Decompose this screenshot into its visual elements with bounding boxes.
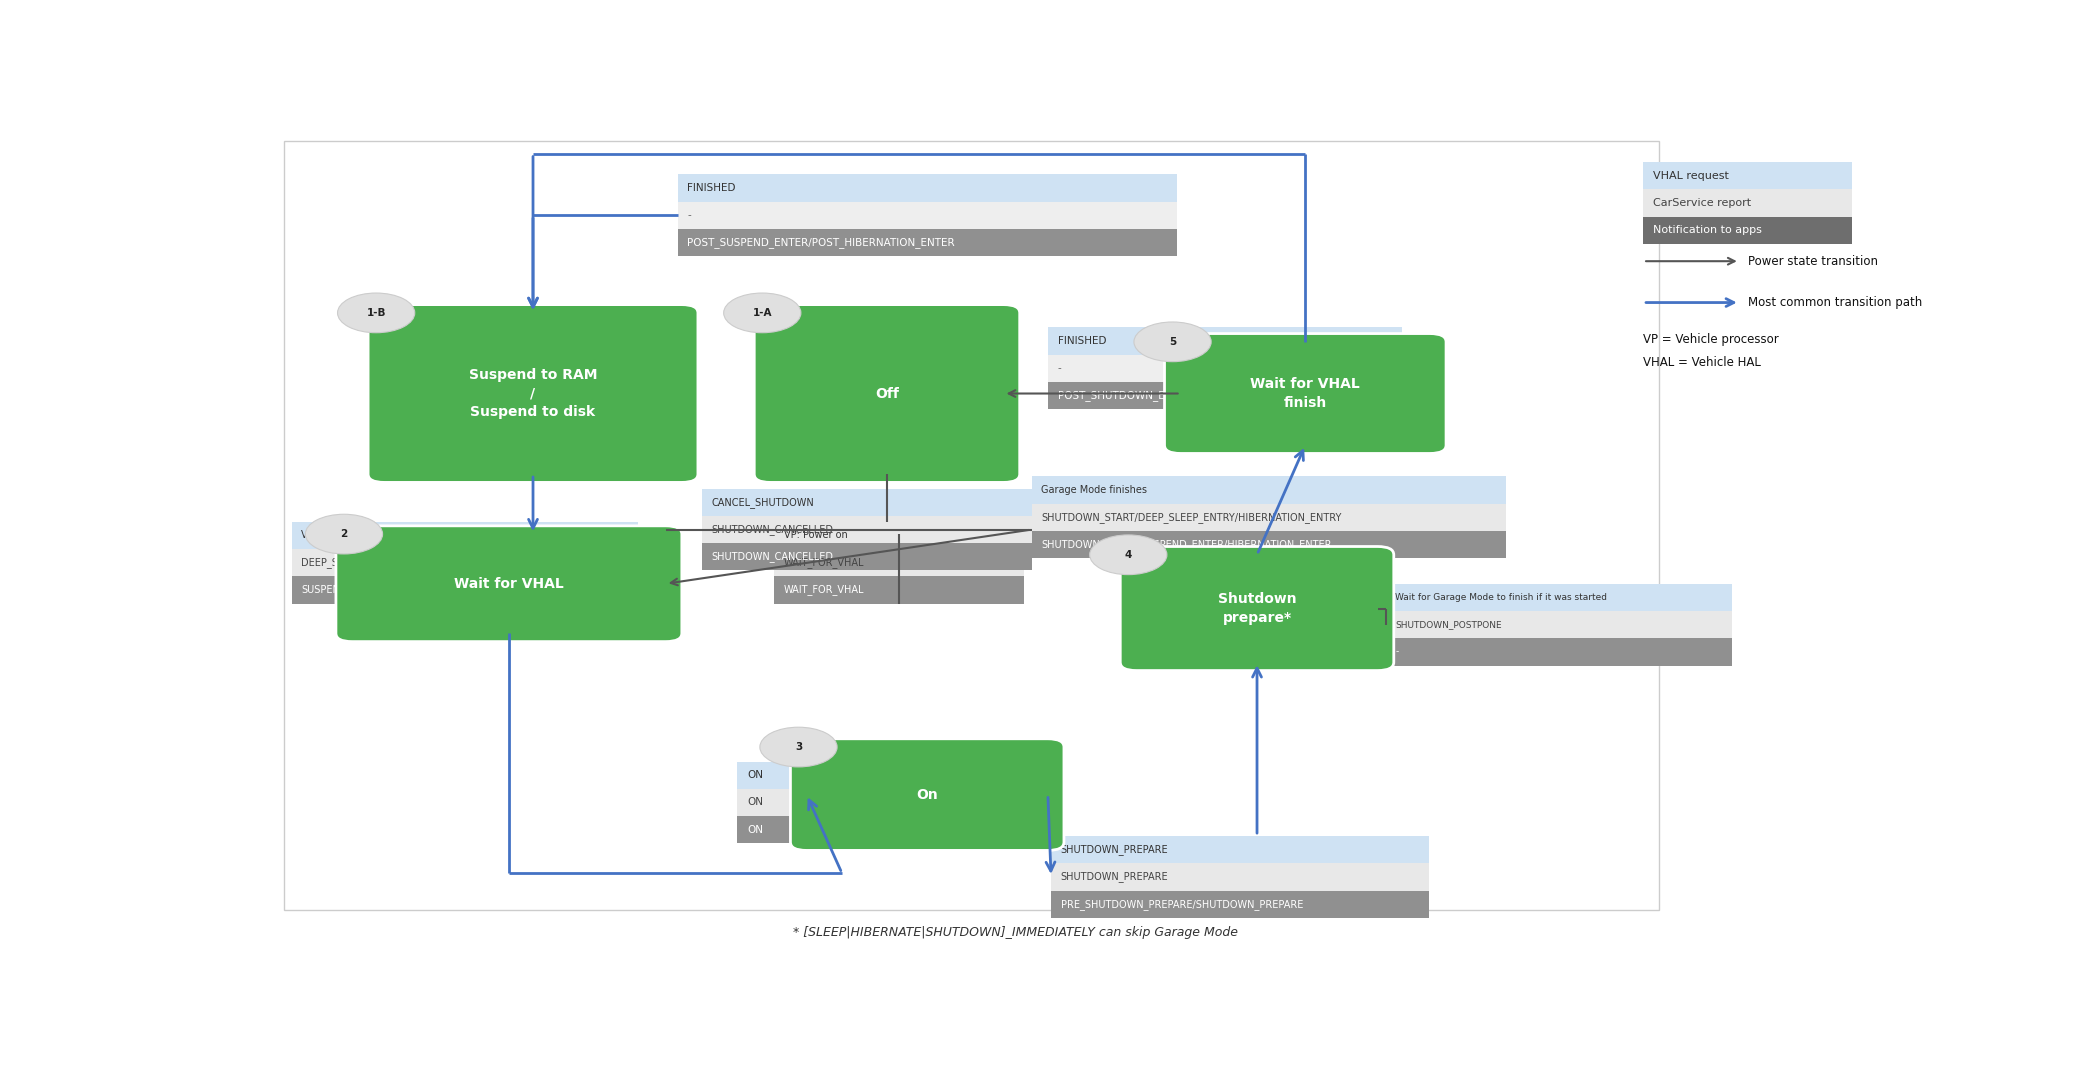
- Bar: [1644, 217, 1852, 244]
- Bar: [1050, 836, 1428, 863]
- Bar: [1048, 328, 1401, 354]
- Bar: [1644, 189, 1852, 217]
- Bar: [1387, 638, 1731, 666]
- Bar: [737, 816, 843, 843]
- Text: POST_SUSPEND_ENTER/POST_HIBERNATION_ENTER: POST_SUSPEND_ENTER/POST_HIBERNATION_ENTE…: [687, 237, 955, 248]
- Bar: [291, 577, 637, 604]
- Text: 3: 3: [795, 742, 801, 752]
- Text: SUSPEND_EXIT/HIBERNATION_EXIT: SUSPEND_EXIT/HIBERNATION_EXIT: [301, 584, 471, 595]
- Bar: [1032, 504, 1507, 531]
- Circle shape: [305, 514, 382, 554]
- Text: POST_SHUTDOWN_ENTER: POST_SHUTDOWN_ENTER: [1057, 390, 1192, 401]
- Text: Wait for VHAL
finish: Wait for VHAL finish: [1250, 377, 1360, 410]
- Text: 5: 5: [1169, 337, 1177, 347]
- Text: CarService report: CarService report: [1652, 198, 1750, 208]
- Bar: [1050, 863, 1428, 890]
- Text: ON: ON: [747, 770, 764, 780]
- Text: SHUTDOWN_CANCELLED: SHUTDOWN_CANCELLED: [712, 524, 835, 535]
- Text: 4: 4: [1125, 550, 1131, 560]
- Bar: [774, 522, 1023, 549]
- Circle shape: [760, 727, 837, 767]
- Text: SHUTDOWN_POSTPONE: SHUTDOWN_POSTPONE: [1395, 620, 1503, 629]
- Text: -: -: [1057, 363, 1061, 374]
- Text: VHAL = Vehicle HAL: VHAL = Vehicle HAL: [1644, 355, 1760, 368]
- Text: SHUTDOWN_START/DEEP_SLEEP_ENTRY/HIBERNATION_ENTRY: SHUTDOWN_START/DEEP_SLEEP_ENTRY/HIBERNAT…: [1042, 511, 1341, 523]
- Text: SHUTDOWN_PREPARE: SHUTDOWN_PREPARE: [1061, 844, 1169, 855]
- Bar: [1032, 531, 1507, 558]
- Bar: [677, 174, 1177, 202]
- FancyBboxPatch shape: [336, 526, 681, 641]
- Circle shape: [1133, 322, 1210, 362]
- FancyBboxPatch shape: [754, 305, 1019, 482]
- Text: 1-B: 1-B: [365, 308, 386, 318]
- Text: CANCEL_SHUTDOWN: CANCEL_SHUTDOWN: [712, 497, 814, 508]
- Bar: [774, 549, 1023, 577]
- Text: Wait for VHAL: Wait for VHAL: [455, 577, 565, 591]
- Bar: [291, 522, 637, 549]
- Text: ON: ON: [747, 825, 764, 834]
- Text: VP = Vehicle processor: VP = Vehicle processor: [1644, 333, 1779, 346]
- Bar: [737, 761, 843, 788]
- Text: SHUTDOWN_PREPARE: SHUTDOWN_PREPARE: [1061, 871, 1169, 883]
- Bar: [1048, 382, 1401, 409]
- Bar: [774, 577, 1023, 604]
- FancyBboxPatch shape: [367, 305, 698, 482]
- Text: Suspend to RAM
/
Suspend to disk: Suspend to RAM / Suspend to disk: [469, 367, 598, 420]
- Bar: [702, 489, 1032, 516]
- Text: VP: Wake up: VP: Wake up: [301, 531, 361, 540]
- Text: FINISHED: FINISHED: [687, 183, 737, 193]
- Text: -: -: [1395, 648, 1399, 656]
- Bar: [284, 142, 1659, 911]
- Text: * [SLEEP|HIBERNATE|SHUTDOWN]_IMMEDIATELY can skip Garage Mode: * [SLEEP|HIBERNATE|SHUTDOWN]_IMMEDIATELY…: [793, 926, 1237, 939]
- Text: On: On: [916, 787, 938, 801]
- Text: Notification to apps: Notification to apps: [1652, 226, 1763, 235]
- Text: 1-A: 1-A: [752, 308, 772, 318]
- Text: VP: Power on: VP: Power on: [785, 531, 847, 540]
- FancyBboxPatch shape: [1165, 334, 1447, 453]
- Bar: [1387, 583, 1731, 611]
- Text: Power state transition: Power state transition: [1748, 255, 1877, 267]
- Text: SHUTDOWN_CANCELLED: SHUTDOWN_CANCELLED: [712, 551, 835, 563]
- Circle shape: [1090, 535, 1167, 575]
- Text: SHUTDOWN_ENTER/SUSPEND_ENTER/HIBERNATION_ENTER: SHUTDOWN_ENTER/SUSPEND_ENTER/HIBERNATION…: [1042, 539, 1333, 550]
- Bar: [1050, 890, 1428, 918]
- Bar: [291, 549, 637, 577]
- Text: Wait for Garage Mode to finish if it was started: Wait for Garage Mode to finish if it was…: [1395, 593, 1607, 601]
- Bar: [677, 229, 1177, 257]
- Text: WAIT_FOR_VHAL: WAIT_FOR_VHAL: [785, 584, 864, 595]
- Circle shape: [338, 293, 415, 333]
- Text: WAIT_FOR_VHAL: WAIT_FOR_VHAL: [785, 557, 864, 568]
- Text: Shutdown
prepare*: Shutdown prepare*: [1219, 592, 1295, 625]
- Text: FINISHED: FINISHED: [1057, 336, 1107, 346]
- Bar: [1644, 162, 1852, 189]
- Bar: [702, 516, 1032, 543]
- Text: PRE_SHUTDOWN_PREPARE/SHUTDOWN_PREPARE: PRE_SHUTDOWN_PREPARE/SHUTDOWN_PREPARE: [1061, 899, 1304, 910]
- Bar: [677, 202, 1177, 229]
- Text: Garage Mode finishes: Garage Mode finishes: [1042, 484, 1148, 495]
- Text: 2: 2: [340, 529, 347, 539]
- Bar: [1032, 476, 1507, 504]
- FancyBboxPatch shape: [791, 739, 1063, 851]
- Bar: [1387, 611, 1731, 638]
- Text: VHAL request: VHAL request: [1652, 171, 1729, 180]
- Text: -: -: [687, 211, 691, 220]
- Text: DEEP_SLEEP_EXIT/HIBERNATION_EXIT: DEEP_SLEEP_EXIT/HIBERNATION_EXIT: [301, 557, 486, 568]
- Text: ON: ON: [747, 798, 764, 808]
- Bar: [1048, 354, 1401, 382]
- FancyBboxPatch shape: [1121, 547, 1393, 670]
- Text: Most common transition path: Most common transition path: [1748, 296, 1922, 309]
- Bar: [737, 788, 843, 816]
- Bar: [702, 543, 1032, 570]
- Circle shape: [725, 293, 801, 333]
- Text: Off: Off: [874, 387, 899, 401]
